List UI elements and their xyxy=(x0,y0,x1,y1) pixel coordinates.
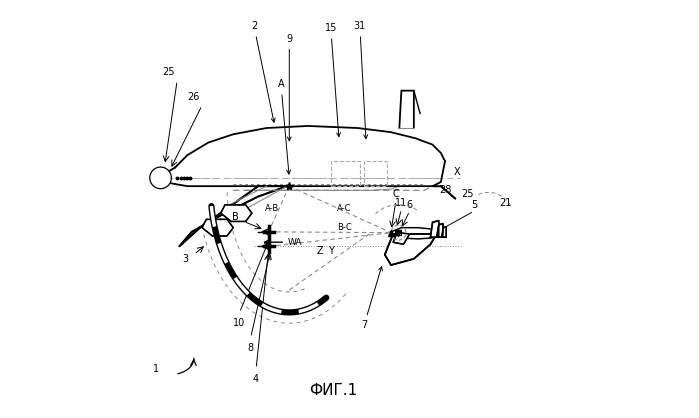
Text: A: A xyxy=(278,79,291,174)
Text: X: X xyxy=(454,167,460,177)
Polygon shape xyxy=(384,234,437,265)
Bar xyxy=(364,161,387,186)
Text: 9: 9 xyxy=(286,34,292,141)
Text: 15: 15 xyxy=(324,23,340,137)
Text: 25: 25 xyxy=(461,189,474,199)
Text: C: C xyxy=(393,189,399,199)
Text: 21: 21 xyxy=(499,198,512,208)
Text: 7: 7 xyxy=(361,267,382,330)
Text: 6: 6 xyxy=(407,200,413,210)
Text: B: B xyxy=(232,212,238,222)
Polygon shape xyxy=(221,205,252,222)
Polygon shape xyxy=(431,221,439,237)
Text: A-B: A-B xyxy=(265,204,279,214)
Text: 25: 25 xyxy=(163,67,175,77)
Bar xyxy=(331,161,360,186)
Polygon shape xyxy=(179,186,287,246)
Polygon shape xyxy=(442,227,446,237)
Bar xyxy=(395,230,401,235)
Text: 28: 28 xyxy=(439,185,451,195)
Text: 26: 26 xyxy=(187,92,200,102)
Text: Y: Y xyxy=(328,245,333,255)
Text: ФИГ.1: ФИГ.1 xyxy=(309,383,357,398)
Text: 8: 8 xyxy=(247,343,254,353)
Polygon shape xyxy=(437,224,443,237)
Circle shape xyxy=(150,167,171,189)
Text: 3: 3 xyxy=(182,254,189,264)
Text: 5: 5 xyxy=(471,200,477,210)
Text: 4: 4 xyxy=(253,374,259,384)
Text: 1: 1 xyxy=(153,364,159,374)
Text: 10: 10 xyxy=(233,318,245,328)
Text: B-C: B-C xyxy=(337,223,352,232)
Text: 11: 11 xyxy=(395,198,408,208)
Text: Z: Z xyxy=(317,245,324,255)
Text: A-C: A-C xyxy=(337,204,352,214)
Polygon shape xyxy=(393,233,410,244)
Text: 2: 2 xyxy=(251,21,275,122)
Polygon shape xyxy=(202,219,233,236)
Text: WA: WA xyxy=(287,238,302,247)
Text: 31: 31 xyxy=(354,21,368,139)
